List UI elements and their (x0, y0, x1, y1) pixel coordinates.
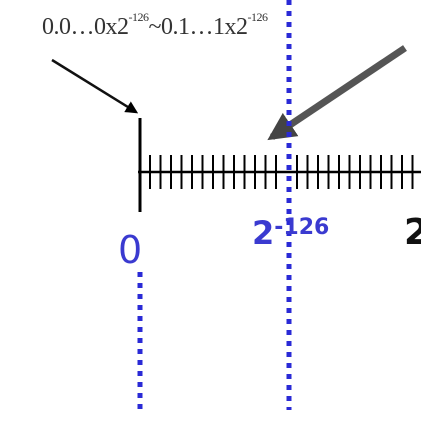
annotation-left-exp: -126 (128, 10, 150, 24)
subnormal-threshold-label: 2-126 (252, 214, 329, 252)
range-annotation: 0.0…0x2-126~0.1…1x2-126 (42, 10, 268, 41)
annotation-left-base: 0.0…0x2 (42, 14, 129, 40)
left-pointer-arrow (51, 58, 139, 114)
tick-marks (149, 155, 414, 189)
zero-label: 0 (118, 228, 143, 272)
annotation-right-exp: -126 (247, 10, 268, 24)
subnormal-label-exp: -126 (274, 215, 330, 240)
subnormal-label-base: 2 (252, 214, 275, 252)
right-pointer-arrow (267, 45, 407, 141)
next-power-label: 2 (404, 212, 421, 253)
annotation-right-base: 0.1…1x2 (160, 14, 248, 40)
annotation-separator: ~ (148, 14, 162, 40)
